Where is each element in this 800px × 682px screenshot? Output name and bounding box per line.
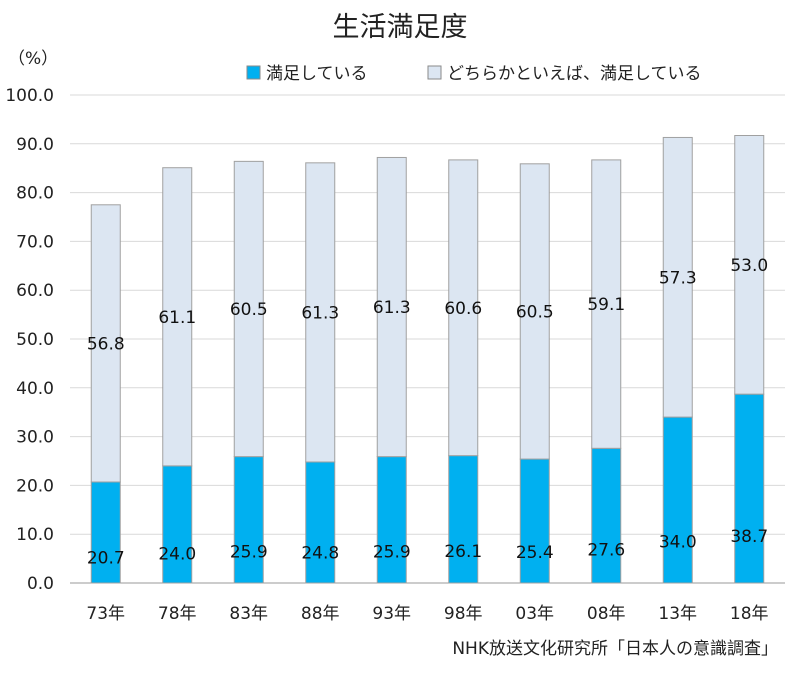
data-labels: 20.7 56.8 24.0 61.1 25.9 60.5 24.8 61.3 25.9 61.3… bbox=[87, 256, 768, 569]
data-label-somewhat-satisfied: 60.6 bbox=[444, 299, 482, 319]
bar-somewhat-satisfied bbox=[305, 162, 336, 463]
data-label-somewhat-satisfied: 56.8 bbox=[87, 334, 125, 354]
legend-label-satisfied: 満足している bbox=[266, 64, 368, 84]
y-tick-label: 60.0 bbox=[16, 281, 54, 301]
data-label-somewhat-satisfied: 57.3 bbox=[659, 268, 697, 288]
bar-somewhat-satisfied bbox=[90, 204, 121, 483]
x-tick-label: 18年 bbox=[730, 604, 769, 624]
data-label-satisfied: 20.7 bbox=[87, 549, 125, 569]
y-tick-label: 90.0 bbox=[16, 135, 54, 155]
bar-somewhat-satisfied bbox=[233, 160, 264, 458]
y-tick-label: 80.0 bbox=[16, 184, 54, 204]
bar-somewhat-satisfied bbox=[162, 167, 193, 467]
y-tick-label: 40.0 bbox=[16, 379, 54, 399]
bar-satisfied bbox=[162, 465, 193, 584]
y-tick-label: 30.0 bbox=[16, 428, 54, 448]
data-label-satisfied: 24.0 bbox=[158, 545, 196, 565]
y-tick-label: 0.0 bbox=[27, 574, 54, 594]
bar-satisfied bbox=[448, 455, 479, 584]
data-label-satisfied: 38.7 bbox=[730, 527, 768, 547]
data-label-satisfied: 25.9 bbox=[373, 542, 411, 562]
x-tick-label: 88年 bbox=[301, 604, 340, 624]
bar-satisfied bbox=[376, 456, 407, 584]
x-tick-label: 03年 bbox=[515, 604, 554, 624]
y-tick-label: 50.0 bbox=[16, 330, 54, 350]
data-label-somewhat-satisfied: 61.1 bbox=[158, 308, 196, 328]
data-label-satisfied: 25.4 bbox=[516, 543, 554, 563]
data-label-somewhat-satisfied: 61.3 bbox=[301, 303, 339, 323]
data-label-somewhat-satisfied: 61.3 bbox=[373, 298, 411, 318]
bar-somewhat-satisfied bbox=[662, 136, 693, 418]
bar-somewhat-satisfied bbox=[448, 159, 479, 457]
y-tick-label: 10.0 bbox=[16, 525, 54, 545]
bar-satisfied bbox=[519, 458, 550, 584]
data-label-somewhat-satisfied: 53.0 bbox=[730, 256, 768, 276]
data-label-satisfied: 27.6 bbox=[587, 540, 625, 560]
data-label-satisfied: 34.0 bbox=[659, 533, 697, 553]
data-label-somewhat-satisfied: 60.5 bbox=[230, 300, 268, 320]
x-tick-label: 98年 bbox=[444, 604, 483, 624]
legend: 満足している どちらかといえば、満足している bbox=[246, 64, 702, 84]
legend-swatch-somewhat-satisfied bbox=[427, 65, 442, 80]
data-label-satisfied: 25.9 bbox=[230, 542, 268, 562]
x-tick-label: 13年 bbox=[658, 604, 697, 624]
x-tick-label: 73年 bbox=[86, 604, 125, 624]
bar-satisfied bbox=[734, 393, 765, 584]
chart-title: 生活満足度 bbox=[333, 12, 468, 43]
x-tick-label: 08年 bbox=[587, 604, 626, 624]
legend-label-somewhat-satisfied: どちらかといえば、満足している bbox=[447, 64, 702, 84]
y-tick-label: 100.0 bbox=[5, 86, 54, 106]
x-axis: 73年 78年 83年 88年 93年 98年 03年 08年 13年 18年 bbox=[86, 604, 768, 624]
bar-satisfied bbox=[233, 456, 264, 584]
y-tick-label: 20.0 bbox=[16, 476, 54, 496]
y-axis: 0.0 10.0 20.0 30.0 40.0 50.0 60.0 70.0 80.0 90.0 1… bbox=[5, 86, 54, 594]
data-label-somewhat-satisfied: 59.1 bbox=[587, 295, 625, 315]
bar-satisfied bbox=[305, 461, 336, 584]
source-note: NHK放送文化研究所「日本人の意識調査」 bbox=[452, 639, 778, 659]
x-tick-label: 83年 bbox=[229, 604, 268, 624]
legend-swatch-satisfied bbox=[246, 65, 261, 80]
bar-somewhat-satisfied bbox=[734, 135, 765, 395]
y-axis-unit-label: （%） bbox=[8, 49, 58, 69]
x-tick-label: 93年 bbox=[372, 604, 411, 624]
bar-somewhat-satisfied bbox=[519, 163, 550, 460]
data-label-somewhat-satisfied: 60.5 bbox=[516, 302, 554, 322]
data-label-satisfied: 24.8 bbox=[301, 544, 339, 564]
x-tick-label: 78年 bbox=[158, 604, 197, 624]
bar-satisfied bbox=[662, 416, 693, 584]
bar-somewhat-satisfied bbox=[376, 156, 407, 458]
y-tick-label: 70.0 bbox=[16, 232, 54, 252]
bar-somewhat-satisfied bbox=[591, 159, 622, 449]
bar-satisfied bbox=[591, 447, 622, 584]
bar-satisfied bbox=[90, 481, 121, 584]
bars bbox=[90, 135, 765, 584]
data-label-satisfied: 26.1 bbox=[444, 542, 482, 562]
